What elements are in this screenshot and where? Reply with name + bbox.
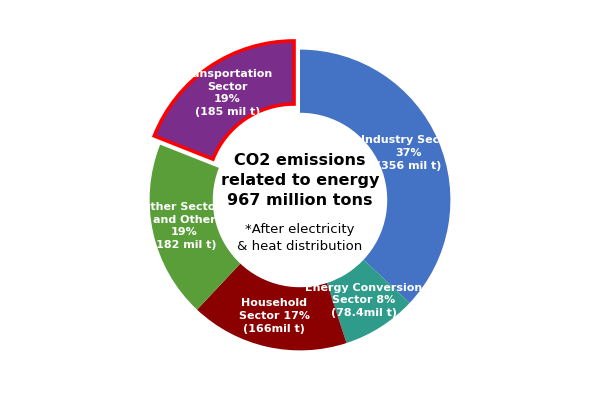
Text: Industry Sector
37%
(356 mil t): Industry Sector 37% (356 mil t) [361, 135, 457, 171]
Text: Transportation
Sector
19%
(185 mil t): Transportation Sector 19% (185 mil t) [181, 69, 274, 117]
Text: CO2 emissions
related to energy
967 million tons: CO2 emissions related to energy 967 mill… [221, 153, 379, 208]
Wedge shape [327, 260, 410, 343]
Wedge shape [149, 145, 240, 310]
Wedge shape [154, 41, 294, 159]
Text: Household
Sector 17%
(166mil t): Household Sector 17% (166mil t) [239, 298, 310, 334]
Wedge shape [197, 264, 346, 350]
Text: Energy Conversion
Sector 8%
(78.4mil t): Energy Conversion Sector 8% (78.4mil t) [305, 282, 422, 318]
Wedge shape [300, 50, 451, 303]
Text: *After electricity
& heat distribution: *After electricity & heat distribution [238, 222, 362, 253]
Text: Other Sectors
and Other
19%
(182 mil t): Other Sectors and Other 19% (182 mil t) [141, 202, 227, 250]
